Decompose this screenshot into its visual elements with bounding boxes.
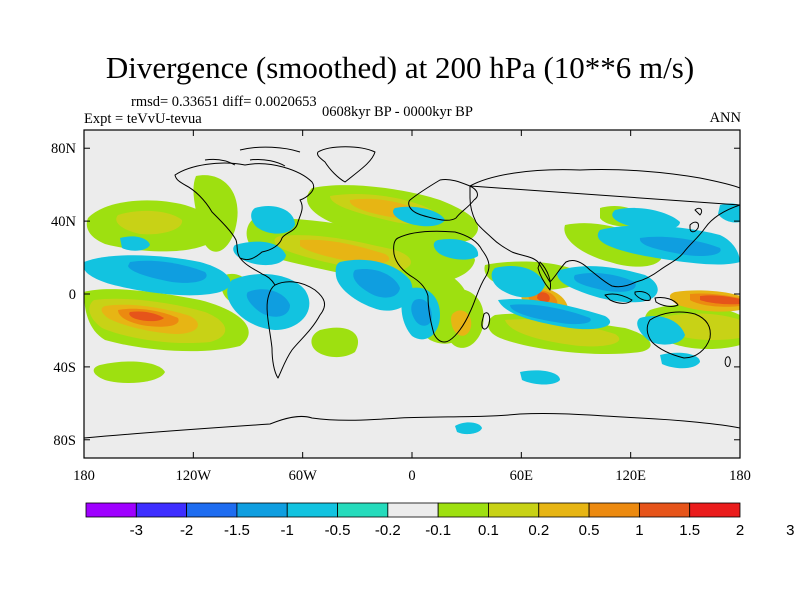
antarctica-coastline [84, 412, 740, 439]
lon-tick-label: 0 [408, 468, 415, 484]
colorbar-label: -0.2 [375, 522, 401, 539]
colorbar-label: 2 [736, 522, 744, 539]
colorbar-swatch [286, 502, 338, 518]
map-axes: 180 120W 60W 0 60E 120E 180 80N 40N 0 40S 80S [51, 130, 751, 484]
colorbar-swatch [337, 502, 389, 518]
lon-tick-label: 180 [729, 468, 751, 484]
colorbar-label: 0.5 [579, 522, 600, 539]
colorbar-label: -1.5 [224, 522, 250, 539]
europe-coastline [408, 179, 478, 221]
period-label: 0608kyr BP - 0000kyr BP [322, 104, 473, 120]
colorbar-swatch [186, 502, 238, 518]
coastlines [84, 146, 740, 439]
india-coastline [537, 261, 551, 291]
colorbar-label: -0.5 [325, 522, 351, 539]
colorbar-swatch [588, 502, 640, 518]
colorbar-label: 3 [786, 522, 794, 539]
colorbar-swatch [135, 502, 188, 518]
lat-tick-label: 80S [53, 433, 76, 449]
colorbar-swatch [488, 502, 540, 518]
colorbar-label: -3 [130, 522, 143, 539]
colorbar-label: 0.2 [528, 522, 549, 539]
lat-tick-label: 80N [51, 141, 77, 157]
madagascar-coastline [481, 312, 491, 330]
north-america-coastline [174, 162, 314, 261]
colorbar-swatch [236, 502, 288, 518]
asia-coastline [469, 168, 740, 288]
lon-tick-label: 120E [615, 468, 646, 484]
divergence-field [84, 175, 740, 435]
colorbar-swatch [437, 502, 489, 518]
experiment-label: Expt = teVvU-tevua [84, 111, 202, 127]
lat-tick-label: 0 [69, 287, 76, 303]
very-strong-positive-regions [129, 292, 740, 322]
africa-coastline [393, 230, 490, 343]
colorbar-swatch [538, 502, 590, 518]
new-zealand-coastline [724, 356, 731, 367]
colorbar-swatch [85, 502, 137, 518]
season-label: ANN [709, 110, 741, 126]
australia-coastline [646, 311, 711, 359]
map-title: Divergence (smoothed) at 200 hPa (10**6 … [105, 50, 695, 85]
colorbar-swatch [689, 502, 741, 518]
central-america-coastline [239, 257, 276, 286]
arctic-islands-coastline [204, 146, 301, 167]
colorbar-label: -2 [180, 522, 193, 539]
indonesia-coastline [604, 291, 679, 307]
colorbar-label: -0.1 [425, 522, 451, 539]
lon-tick-label: 60W [289, 468, 318, 484]
lon-tick-label: 120W [176, 468, 212, 484]
stronger-negative-regions [128, 236, 721, 326]
colorbar-swatch [387, 502, 439, 518]
colorbar-label: 1 [635, 522, 643, 539]
lat-tick-label: 40N [51, 214, 77, 230]
lon-tick-label: 60E [510, 468, 534, 484]
colorbar: -3 -2 -1.5 -1 -0.5 -0.2 -0.1 0.1 0.2 0.5 1 1.5 2 3 [85, 502, 794, 539]
colorbar-label: -1 [281, 522, 294, 539]
statistics-label: rmsd= 0.33651 diff= 0.0020653 [131, 94, 317, 110]
south-america-coastline [266, 281, 326, 379]
colorbar-label: 0.1 [478, 522, 499, 539]
colorbar-swatch [638, 502, 691, 518]
lat-tick-label: 40S [53, 360, 76, 376]
greenland-coastline [317, 146, 376, 183]
lon-tick-label: 180 [73, 468, 95, 484]
japan-coastline [689, 207, 703, 233]
colorbar-label: 1.5 [679, 522, 700, 539]
